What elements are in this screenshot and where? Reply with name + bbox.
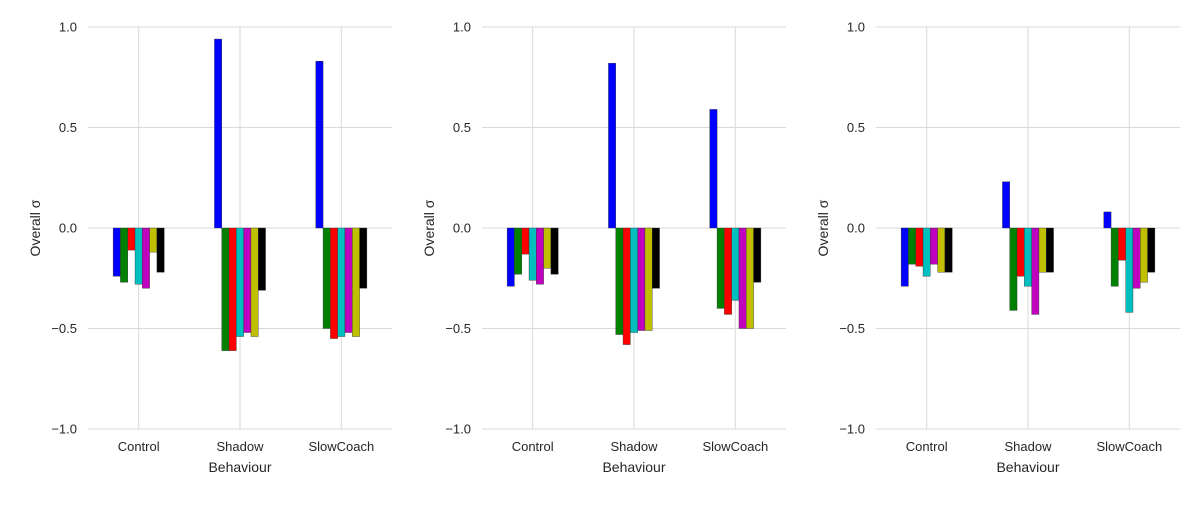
bar-shadow-series-5	[637, 227, 646, 331]
bar-slowcoach-series-7	[1147, 227, 1156, 273]
x-tick-label: SlowCoach	[308, 439, 374, 454]
bar-shadow-series-7	[1046, 227, 1054, 273]
bar-slowcoach-series-5	[738, 227, 747, 329]
bar-control-series-2	[120, 227, 128, 283]
y-tick-label: 0.0	[59, 221, 77, 236]
bar-control-series-6	[937, 227, 946, 273]
chart-panel-3: 1.0 0.5 0.0 −0.5 −1.0 Control Shadow SlowCoach B…	[815, 20, 1180, 475]
bar-slowcoach-series-3	[330, 227, 338, 339]
x-tick-label: Control	[512, 439, 554, 454]
bar-slowcoach-series-6	[746, 227, 754, 329]
bar-control-series-1	[506, 227, 515, 287]
y-tick-label: −0.5	[839, 321, 865, 336]
bar-slowcoach-series-2	[1110, 227, 1119, 287]
x-axis-label: Behaviour	[602, 459, 665, 475]
bar-shadow-series-4	[1024, 227, 1032, 287]
bar-slowcoach-series-5	[344, 227, 353, 333]
bar-shadow-series-2	[221, 227, 230, 351]
bar-shadow-series-1	[608, 62, 616, 229]
bar-shadow-series-6	[644, 227, 653, 331]
y-axis-label: Overall σ	[421, 199, 437, 256]
bar-slowcoach-series-4	[1125, 227, 1134, 313]
x-tick-label: SlowCoach	[702, 439, 768, 454]
bar-slowcoach-series-2	[322, 227, 331, 329]
bar-shadow-series-6	[1038, 227, 1047, 273]
x-tick-label: Control	[906, 439, 948, 454]
bar-slowcoach-series-7	[359, 227, 368, 289]
bar-control-series-3	[521, 227, 530, 255]
bar-control-series-5	[142, 227, 150, 289]
chart-panel-2: 1.0 0.5 0.0 −0.5 −1.0 Control Shadow SlowCoach B…	[421, 20, 786, 475]
y-tick-label: 0.0	[847, 221, 865, 236]
bar-slowcoach-series-3	[724, 227, 732, 315]
y-tick-label: 1.0	[59, 20, 77, 35]
bar-slowcoach-series-1	[315, 60, 324, 229]
bar-shadow-series-6	[250, 227, 259, 337]
x-tick-label: Shadow	[1005, 439, 1053, 454]
x-axis-label: Behaviour	[996, 459, 1059, 475]
bar-slowcoach-series-7	[753, 227, 762, 283]
y-tick-label: 1.0	[453, 20, 471, 35]
bar-control-series-3	[127, 227, 136, 251]
y-tick-label: −0.5	[51, 321, 77, 336]
bar-control-series-1	[900, 227, 909, 287]
y-tick-label: 0.5	[453, 120, 471, 135]
y-tick-label: 0.5	[59, 120, 77, 135]
bar-shadow-series-2	[1009, 227, 1018, 311]
bar-control-series-1	[112, 227, 121, 277]
x-axis-label: Behaviour	[208, 459, 271, 475]
bar-shadow-series-7	[652, 227, 660, 289]
y-tick-label: −1.0	[51, 422, 77, 437]
bar-control-series-7	[944, 227, 953, 273]
bar-slowcoach-series-4	[731, 227, 740, 301]
y-tick-label: 1.0	[847, 20, 865, 35]
bar-slowcoach-series-6	[352, 227, 360, 337]
y-tick-label: 0.5	[847, 120, 865, 135]
y-axis-label: Overall σ	[27, 199, 43, 256]
bar-control-series-2	[514, 227, 522, 275]
bar-slowcoach-series-2	[716, 227, 725, 309]
y-axis-label: Overall σ	[815, 199, 831, 256]
x-tick-label: Shadow	[217, 439, 265, 454]
chart-panel-1: 1.0 0.5 0.0 −0.5 −1.0 Control Shadow SlowCoach B…	[27, 20, 392, 475]
bar-slowcoach-series-3	[1118, 227, 1126, 261]
bar-control-series-4	[528, 227, 537, 281]
bar-shadow-series-3	[228, 227, 237, 351]
bar-slowcoach-series-4	[337, 227, 346, 337]
bar-shadow-series-2	[615, 227, 624, 335]
bar-control-series-3	[915, 227, 924, 267]
bar-slowcoach-series-6	[1140, 227, 1148, 283]
bar-control-series-7	[156, 227, 165, 273]
x-tick-label: Shadow	[611, 439, 659, 454]
bar-control-series-5	[536, 227, 544, 285]
bar-shadow-series-1	[214, 38, 222, 229]
bar-slowcoach-series-1	[1103, 211, 1112, 229]
bar-slowcoach-series-5	[1132, 227, 1141, 289]
x-tick-label: Control	[118, 439, 160, 454]
bar-shadow-series-4	[630, 227, 638, 333]
y-tick-label: −1.0	[445, 422, 471, 437]
y-tick-label: 0.0	[453, 221, 471, 236]
y-tick-label: −1.0	[839, 422, 865, 437]
bar-shadow-series-3	[1016, 227, 1025, 277]
bar-shadow-series-7	[258, 227, 266, 291]
bar-shadow-series-1	[1002, 181, 1010, 229]
bar-shadow-series-3	[622, 227, 631, 345]
bar-shadow-series-5	[1031, 227, 1040, 315]
bar-shadow-series-5	[243, 227, 252, 333]
bar-slowcoach-series-1	[709, 109, 718, 229]
bar-control-series-7	[550, 227, 559, 275]
bar-control-series-6	[543, 227, 552, 269]
bar-control-series-6	[149, 227, 158, 253]
bar-control-series-5	[930, 227, 938, 265]
y-tick-label: −0.5	[445, 321, 471, 336]
bar-control-series-4	[134, 227, 143, 285]
x-tick-label: SlowCoach	[1096, 439, 1162, 454]
bar-control-series-2	[908, 227, 916, 265]
bar-shadow-series-4	[236, 227, 244, 337]
bar-control-series-4	[922, 227, 931, 277]
